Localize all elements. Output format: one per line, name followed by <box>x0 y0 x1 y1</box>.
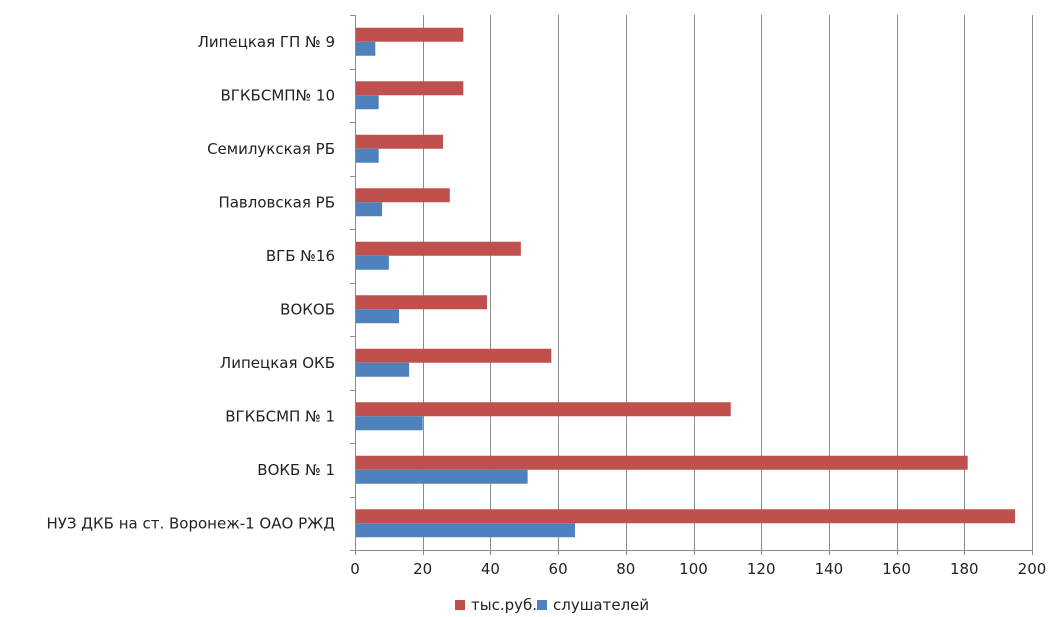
bar-listeners <box>356 148 379 163</box>
bar-listeners <box>356 202 383 217</box>
x-tick-label: 140 <box>815 560 844 578</box>
category-label: ВОКОБ <box>280 300 335 318</box>
bar-listeners <box>356 416 423 431</box>
bar-rub <box>356 455 968 470</box>
legend-label: слушателей <box>553 596 649 614</box>
category-labels: Липецкая ГП № 9 ВГКБСМП№ 10 Семилукская РБ… <box>46 33 335 533</box>
bar-listeners <box>356 309 400 324</box>
category-label: НУЗ ДКБ на ст. Воронеж-1 ОАО РЖД <box>46 514 335 532</box>
legend-swatch <box>455 600 465 610</box>
x-tick-label: 0 <box>350 560 360 578</box>
x-tick-label: 40 <box>481 560 500 578</box>
category-label: ВГКБСМП№ 10 <box>220 86 335 104</box>
category-label: Павловская РБ <box>218 193 335 211</box>
x-tick-label: 160 <box>882 560 911 578</box>
x-tick-label: 180 <box>950 560 979 578</box>
category-label: Семилукская РБ <box>207 140 335 158</box>
category-label: Липецкая ГП № 9 <box>198 33 335 51</box>
category-label: ВГКБСМП № 1 <box>225 407 335 425</box>
x-tick-label: 200 <box>1018 560 1047 578</box>
bar-listeners <box>356 95 379 110</box>
bar-rub <box>356 295 488 310</box>
x-tick-label: 100 <box>679 560 708 578</box>
x-tick-label: 120 <box>747 560 776 578</box>
bar-rub <box>356 241 521 256</box>
bar-listeners <box>356 255 389 270</box>
bars <box>356 27 1016 538</box>
bar-listeners <box>356 41 376 56</box>
legend-label: тыс.руб. <box>471 596 537 614</box>
x-tick-label: 60 <box>549 560 568 578</box>
bar-rub <box>356 402 731 417</box>
bar-rub <box>356 509 1016 524</box>
x-axis-tick-labels: 0 20 40 60 80 100 120 140 160 180 200 <box>350 560 1046 578</box>
bar-listeners <box>356 362 410 377</box>
x-tick-label: 80 <box>616 560 635 578</box>
bar-rub <box>356 134 444 149</box>
bar-rub <box>356 27 464 42</box>
bar-rub <box>356 188 450 203</box>
category-label: Липецкая ОКБ <box>220 354 335 372</box>
bar-listeners <box>356 523 576 538</box>
bar-rub <box>356 348 552 363</box>
x-tick-label: 20 <box>413 560 432 578</box>
category-label: ВГБ №16 <box>266 247 335 265</box>
bar-listeners <box>356 469 528 484</box>
legend: тыс.руб. слушателей <box>455 596 649 614</box>
bar-rub <box>356 81 464 96</box>
legend-swatch <box>537 600 547 610</box>
category-label: ВОКБ № 1 <box>257 461 335 479</box>
